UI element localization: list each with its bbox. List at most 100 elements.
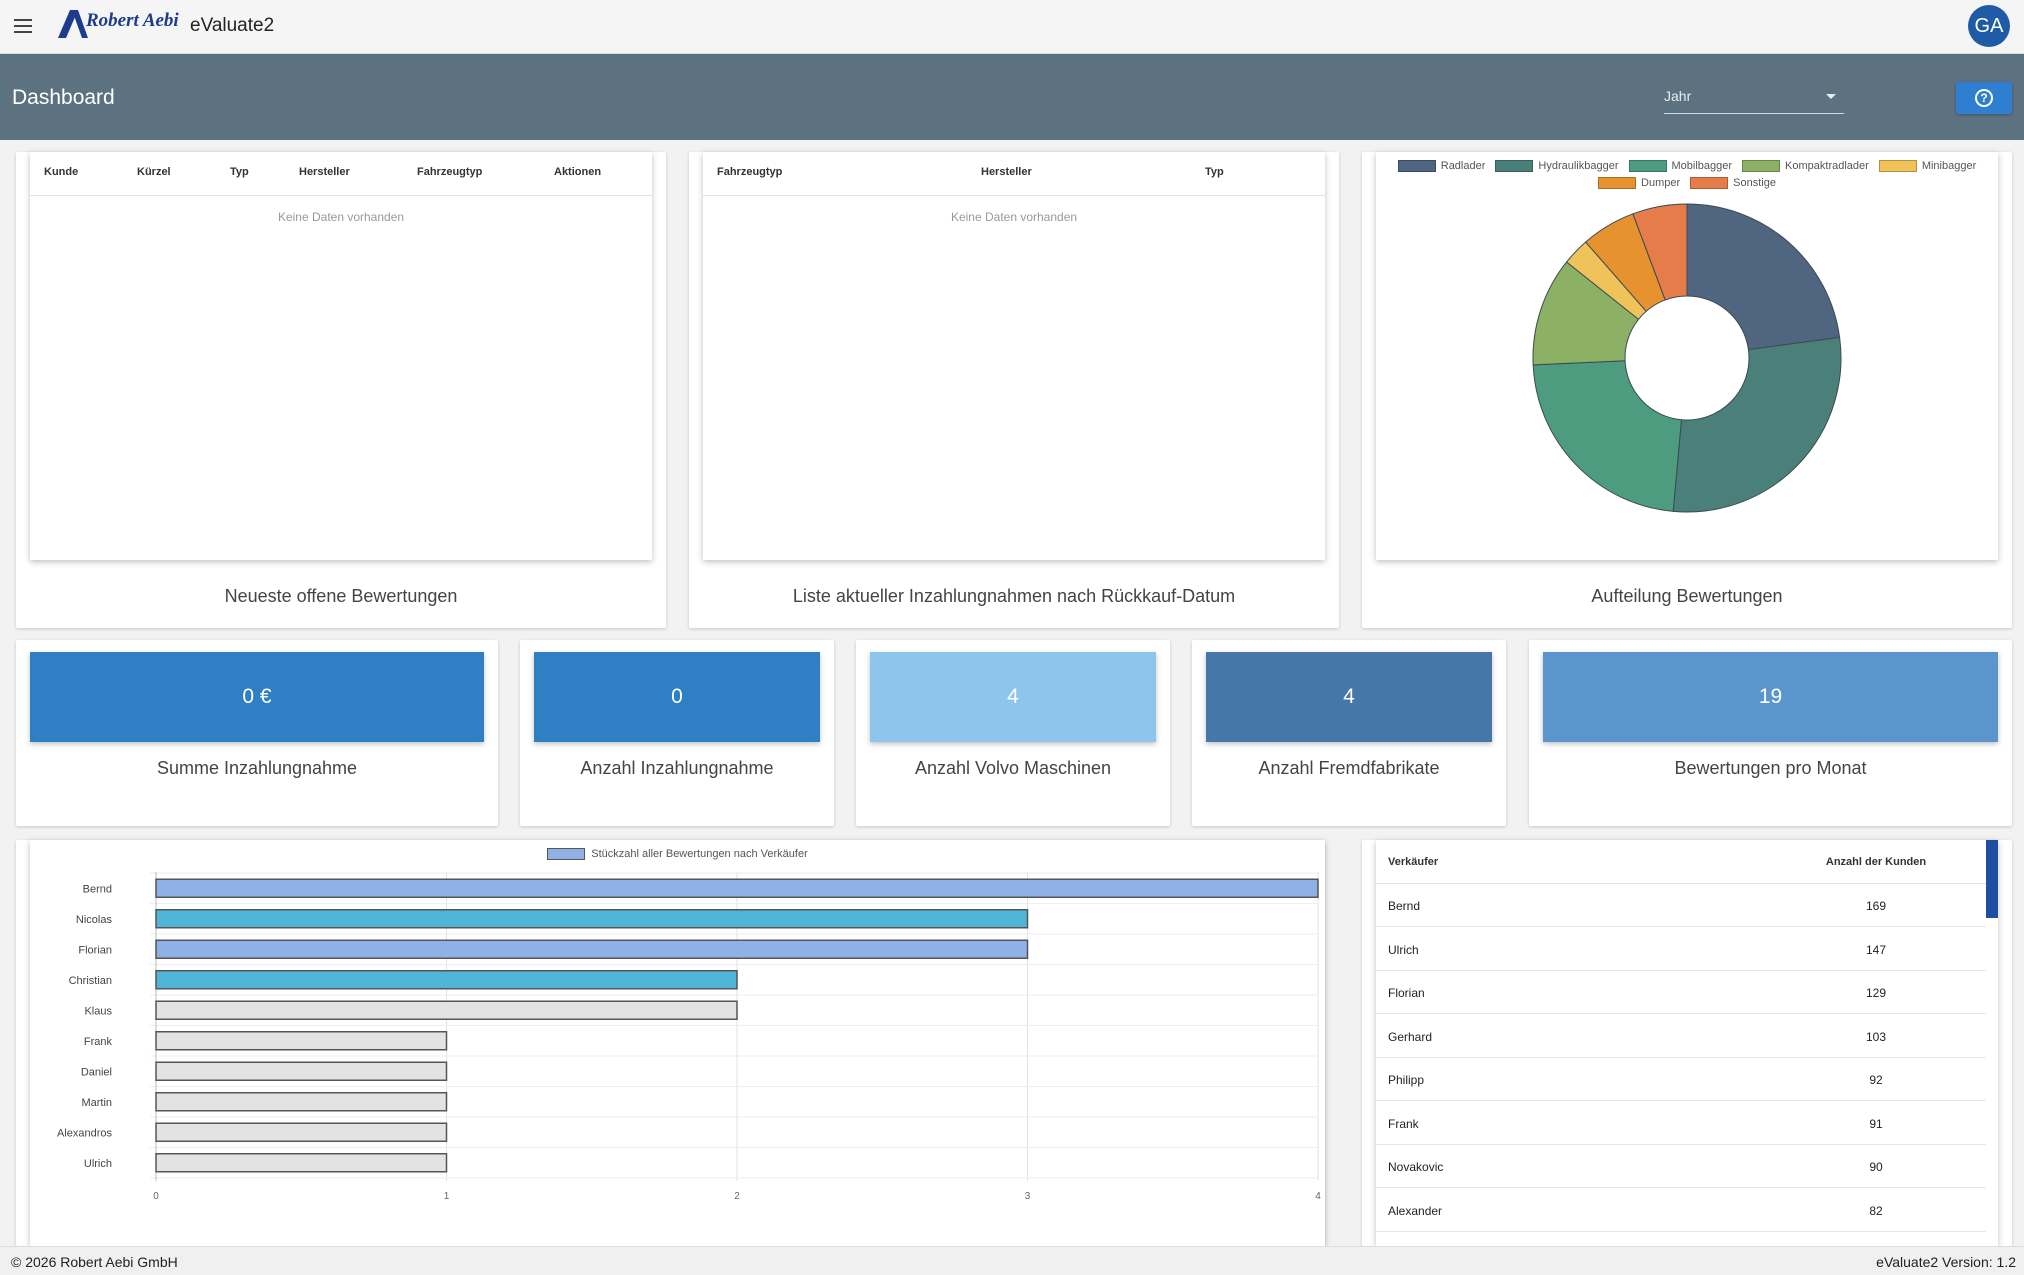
y-tick-label: Klaus bbox=[84, 1005, 112, 1017]
help-button[interactable]: ? bbox=[1956, 82, 2012, 114]
seller-name: Gerhard bbox=[1388, 1029, 1433, 1044]
empty-state-text: Keine Daten vorhanden bbox=[277, 210, 405, 224]
legend-label: Radlader bbox=[1440, 160, 1486, 172]
column-header-kuerzel[interactable]: Kürzel bbox=[137, 166, 171, 178]
legend-label: Minibagger bbox=[1921, 160, 1977, 172]
kpi-label: Summe Inzahlungnahme bbox=[156, 758, 358, 778]
bar-florian[interactable] bbox=[155, 939, 1029, 959]
x-tick-label: 0 bbox=[153, 1191, 159, 1202]
card-caption: Neueste offene Bewertungen bbox=[224, 586, 458, 606]
help-icon: ? bbox=[1975, 89, 1993, 107]
legend-label: Kompaktradlader bbox=[1785, 160, 1869, 172]
y-tick-label: Martin bbox=[81, 1097, 112, 1109]
trade-ins-card: Fahrzeugtyp Hersteller Typ Keine Daten v… bbox=[689, 152, 1339, 628]
legend-item[interactable]: Dumper bbox=[1598, 177, 1680, 189]
customer-count: 129 bbox=[1865, 986, 1887, 1000]
chevron-down-icon bbox=[1826, 94, 1836, 99]
legend-item[interactable]: Minibagger bbox=[1878, 160, 1977, 172]
table-row[interactable]: Gerhard 103 bbox=[1376, 1015, 1986, 1058]
kpi-label: Bewertungen pro Monat bbox=[1674, 758, 1867, 778]
seller-name: Florian bbox=[1388, 986, 1425, 1000]
legend-item[interactable]: Mobilbagger bbox=[1628, 160, 1733, 172]
bar-bernd[interactable] bbox=[155, 878, 1319, 898]
bar-alexandros[interactable] bbox=[155, 1122, 448, 1142]
legend-swatch bbox=[1878, 160, 1917, 172]
y-tick-label: Frank bbox=[84, 1036, 113, 1048]
legend-item[interactable]: Radlader bbox=[1397, 160, 1486, 172]
x-tick-label: 3 bbox=[1025, 1191, 1031, 1202]
bar-christian[interactable] bbox=[155, 970, 738, 990]
customer-count: 92 bbox=[1869, 1073, 1883, 1087]
column-header-hersteller[interactable]: Hersteller bbox=[981, 166, 1032, 178]
table-header: Verkäufer Anzahl der Kunden bbox=[1376, 840, 1998, 884]
bar-martin[interactable] bbox=[155, 1092, 448, 1112]
column-header-typ[interactable]: Typ bbox=[1205, 166, 1224, 178]
table-row[interactable]: Bernd 169 bbox=[1376, 884, 1986, 927]
donut-slice-sonstige[interactable] bbox=[1632, 203, 1688, 301]
kpi-label: Anzahl Inzahlungnahme bbox=[580, 758, 774, 778]
legend-item[interactable]: Kompaktradlader bbox=[1742, 160, 1869, 172]
seller-name: Novakovic bbox=[1388, 1160, 1444, 1174]
donut-slice-mobilbagger[interactable] bbox=[1532, 360, 1682, 512]
table-row[interactable]: Novakovic 90 bbox=[1376, 1145, 1986, 1188]
kpi-card-evaluations-per-month: 19 Bewertungen pro Monat bbox=[1529, 640, 2012, 826]
customer-count: 169 bbox=[1865, 899, 1887, 913]
seller-name: Ulrich bbox=[1388, 942, 1419, 957]
legend-label: Hydraulikbagger bbox=[1538, 160, 1619, 172]
y-tick-label: Christian bbox=[69, 975, 112, 987]
legend-swatch bbox=[547, 848, 586, 860]
bar-chart-canvas: 0 1 2 3 4 Bernd Nicolas Florian Christian Klaus Fr… bbox=[57, 872, 1321, 1202]
bar-klaus[interactable] bbox=[155, 1000, 738, 1020]
year-select-label: Jahr bbox=[1664, 88, 1692, 104]
bar-daniel[interactable] bbox=[155, 1061, 448, 1081]
card-caption: Liste aktueller Inzahlungnahmen nach Rüc… bbox=[792, 586, 1236, 606]
chart-legend: Stückzahl aller Bewertungen nach Verkäuf… bbox=[30, 848, 1325, 860]
column-header-fahrzeugtyp[interactable]: Fahrzeugtyp bbox=[717, 166, 783, 178]
version-text: eValuate2 Version: 1.2 bbox=[1876, 1254, 2016, 1270]
bar-ulrich[interactable] bbox=[155, 1153, 448, 1173]
table-row[interactable]: Frank 91 bbox=[1376, 1102, 1986, 1145]
column-header-aktionen: Aktionen bbox=[554, 166, 602, 178]
user-avatar[interactable]: GA bbox=[1968, 5, 2010, 47]
customer-count: 90 bbox=[1869, 1160, 1883, 1174]
column-header-kunde[interactable]: Kunde bbox=[44, 166, 79, 178]
table-header: Kunde Kürzel Typ Hersteller Fahrzeugtyp … bbox=[30, 152, 652, 196]
donut-slice-radlader[interactable] bbox=[1686, 203, 1841, 351]
legend-swatch bbox=[1495, 160, 1534, 172]
scrollbar-thumb[interactable] bbox=[1986, 840, 1998, 918]
x-tick-label: 4 bbox=[1315, 1191, 1321, 1202]
table-row[interactable]: Philipp 92 bbox=[1376, 1058, 1986, 1101]
y-tick-label: Daniel bbox=[81, 1066, 112, 1078]
company-logo[interactable]: Robert Aebi bbox=[56, 6, 179, 40]
seller-name: Philipp bbox=[1388, 1073, 1425, 1087]
menu-icon[interactable] bbox=[14, 19, 32, 33]
table-row[interactable]: Alexander 82 bbox=[1376, 1189, 1986, 1232]
footer: © 2026 Robert Aebi GmbH eValuate2 Versio… bbox=[0, 1246, 2024, 1275]
app-name: eValuate2 bbox=[190, 15, 275, 36]
column-header-hersteller[interactable]: Hersteller bbox=[299, 166, 350, 178]
x-tick-label: 1 bbox=[444, 1191, 450, 1202]
column-header-verkaeufer[interactable]: Verkäufer bbox=[1388, 856, 1439, 868]
card-caption: Aufteilung Bewertungen bbox=[1591, 586, 1783, 606]
y-tick-label: Ulrich bbox=[84, 1158, 112, 1170]
column-header-anzahl-kunden[interactable]: Anzahl der Kunden bbox=[1825, 856, 1927, 868]
trade-ins-table: Fahrzeugtyp Hersteller Typ Keine Daten v… bbox=[703, 152, 1325, 560]
seller-bar-chart: Stückzahl aller Bewertungen nach Verkäuf… bbox=[30, 840, 1325, 1246]
table-row[interactable]: Florian 129 bbox=[1376, 971, 1986, 1014]
customer-count: 147 bbox=[1865, 942, 1887, 957]
table-row[interactable]: Ulrich 147 bbox=[1376, 928, 1986, 971]
bar-nicolas[interactable] bbox=[155, 909, 1029, 929]
legend-item[interactable]: Sonstige bbox=[1690, 177, 1776, 189]
kpi-card-count-tradein: 0 Anzahl Inzahlungnahme bbox=[520, 640, 834, 826]
year-select[interactable]: Jahr bbox=[1664, 86, 1844, 114]
column-header-typ[interactable]: Typ bbox=[230, 166, 249, 178]
kpi-card-volvo-machines: 4 Anzahl Volvo Maschinen bbox=[856, 640, 1170, 826]
open-evaluations-table: Kunde Kürzel Typ Hersteller Fahrzeugtyp … bbox=[30, 152, 652, 560]
legend-label: Mobilbagger bbox=[1671, 160, 1733, 172]
legend-item[interactable]: Hydraulikbagger bbox=[1495, 160, 1619, 172]
donut-chart bbox=[1532, 203, 1842, 513]
bar-frank[interactable] bbox=[155, 1031, 448, 1051]
donut-slice-hydraulikbagger[interactable] bbox=[1672, 336, 1842, 513]
chart-legend: Radlader Hydraulikbagger Mobilbagger Kompak… bbox=[1376, 160, 1998, 194]
column-header-fahrzeugtyp[interactable]: Fahrzeugtyp bbox=[417, 166, 483, 178]
